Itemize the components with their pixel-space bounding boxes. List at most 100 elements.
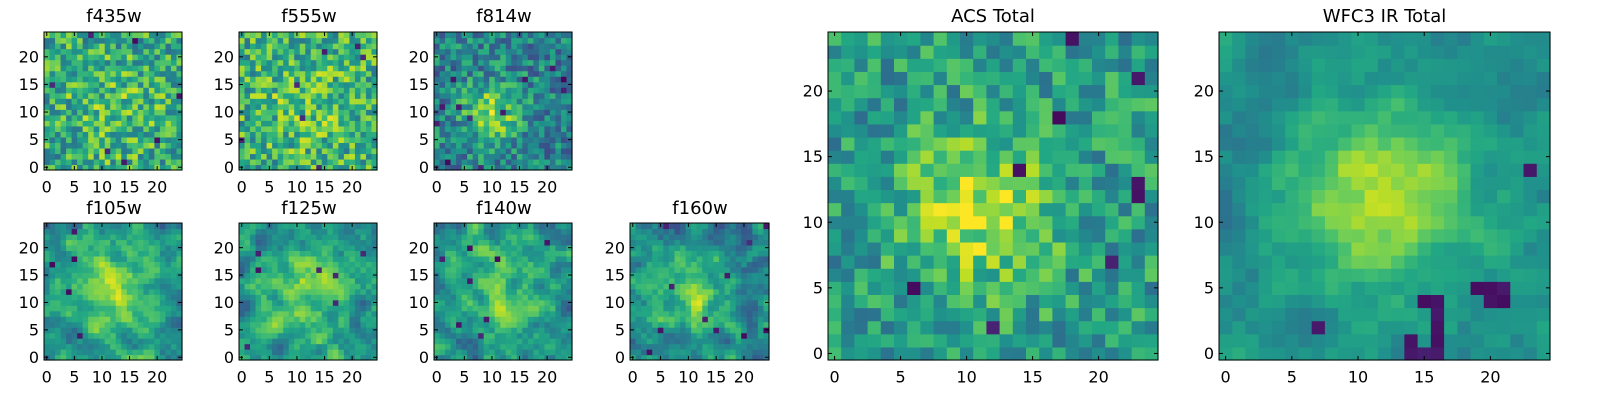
heatmap-cell [115, 147, 122, 155]
heatmap-cell [272, 120, 279, 127]
heatmap-cell [176, 294, 183, 301]
x-tick-label: 0 [237, 178, 247, 197]
heatmap-cell [132, 244, 139, 251]
heatmap-cell [652, 272, 659, 279]
heatmap-cell [294, 48, 301, 55]
heatmap-cell [489, 228, 496, 235]
heatmap-cell [71, 76, 78, 83]
heatmap-cell [283, 87, 290, 94]
heatmap-cell [533, 158, 540, 166]
heatmap-cell [104, 316, 111, 323]
heatmap-cell [439, 98, 446, 105]
heatmap-cell [60, 277, 67, 284]
heatmap-cell [489, 98, 496, 105]
heatmap-cell [244, 136, 251, 143]
heatmap-cell [652, 354, 659, 361]
heatmap-cell [456, 294, 463, 301]
heatmap-cell [533, 332, 540, 339]
heatmap-cell [646, 288, 653, 295]
heatmap-cell [148, 266, 155, 273]
heatmap-cell [841, 189, 855, 204]
heatmap-cell [77, 103, 84, 110]
heatmap-cell [1065, 228, 1080, 243]
heatmap-cell [946, 320, 961, 335]
heatmap-cell [702, 283, 709, 290]
heatmap-cell [522, 272, 529, 279]
heatmap-cell [691, 244, 698, 251]
y-tick-label: 5 [29, 320, 39, 339]
heatmap-cell [483, 283, 490, 290]
heatmap-cell [854, 163, 869, 177]
heatmap-cell [365, 98, 373, 105]
heatmap-cell [327, 223, 334, 230]
heatmap-cell [549, 54, 557, 61]
heatmap-cell [261, 310, 268, 317]
heatmap-cell [327, 250, 334, 257]
heatmap-cell [277, 327, 284, 334]
heatmap-cell [1052, 176, 1067, 191]
heatmap-cell [986, 228, 1001, 243]
heatmap-cell [635, 266, 642, 273]
heatmap-cell [88, 343, 95, 350]
heatmap-cell [338, 158, 345, 166]
heatmap-cell [115, 65, 122, 72]
heatmap-cell [137, 65, 144, 72]
heatmap-cell [635, 305, 642, 312]
heatmap-cell [549, 338, 557, 345]
heatmap-cell [255, 32, 262, 39]
heatmap-cell [505, 349, 512, 356]
heatmap-cell [272, 109, 279, 116]
heatmap-cell [854, 307, 869, 322]
heatmap-cell [110, 114, 117, 121]
heatmap-cell [266, 283, 273, 290]
heatmap-cell [478, 244, 485, 251]
heatmap-cell [560, 81, 568, 88]
heatmap-cell [49, 223, 56, 230]
heatmap-cell [560, 255, 568, 262]
heatmap-cell [316, 164, 323, 171]
heatmap-cell [170, 338, 178, 345]
heatmap-cell [154, 54, 161, 61]
heatmap-cell [82, 120, 89, 127]
heatmap-cell [461, 283, 468, 290]
heatmap-cell [159, 266, 167, 273]
heatmap-cell [494, 98, 501, 105]
heatmap-cell [741, 338, 748, 345]
heatmap-cell [365, 332, 373, 339]
heatmap-cell [143, 261, 150, 268]
heatmap-cell [354, 343, 362, 350]
heatmap-cell [255, 153, 262, 160]
heatmap-cell [652, 343, 659, 350]
heatmap-cell [434, 283, 441, 290]
heatmap-cell [456, 109, 463, 116]
heatmap-cell [244, 125, 251, 132]
heatmap-cell [283, 92, 290, 99]
heatmap-cell [93, 131, 100, 138]
heatmap-cell [511, 349, 518, 356]
x-tick-label: 20 [734, 368, 754, 387]
heatmap-cell [310, 266, 317, 273]
heatmap-cell [60, 272, 67, 279]
heatmap-cell [294, 310, 301, 317]
heatmap-cell [132, 37, 139, 44]
heatmap-cell [461, 125, 468, 132]
heatmap-cell [527, 158, 534, 166]
heatmap-cell [77, 43, 84, 50]
heatmap-cell [143, 81, 150, 88]
heatmap-cell [360, 305, 367, 312]
heatmap-cell [702, 294, 709, 301]
heatmap-cell [99, 261, 106, 268]
x-tick-label: 5 [69, 178, 79, 197]
heatmap-cell [66, 120, 73, 127]
heatmap-cell [549, 250, 557, 257]
heatmap-cell [456, 343, 463, 350]
heatmap-cell [483, 354, 490, 361]
heatmap-cell [277, 120, 284, 127]
heatmap-cell [724, 338, 731, 345]
heatmap-cell [93, 332, 100, 339]
heatmap-cell [154, 343, 161, 350]
heatmap-cell [310, 272, 317, 279]
heatmap-cell [657, 266, 664, 273]
heatmap-cell [121, 65, 128, 72]
heatmap-cell [456, 54, 463, 61]
